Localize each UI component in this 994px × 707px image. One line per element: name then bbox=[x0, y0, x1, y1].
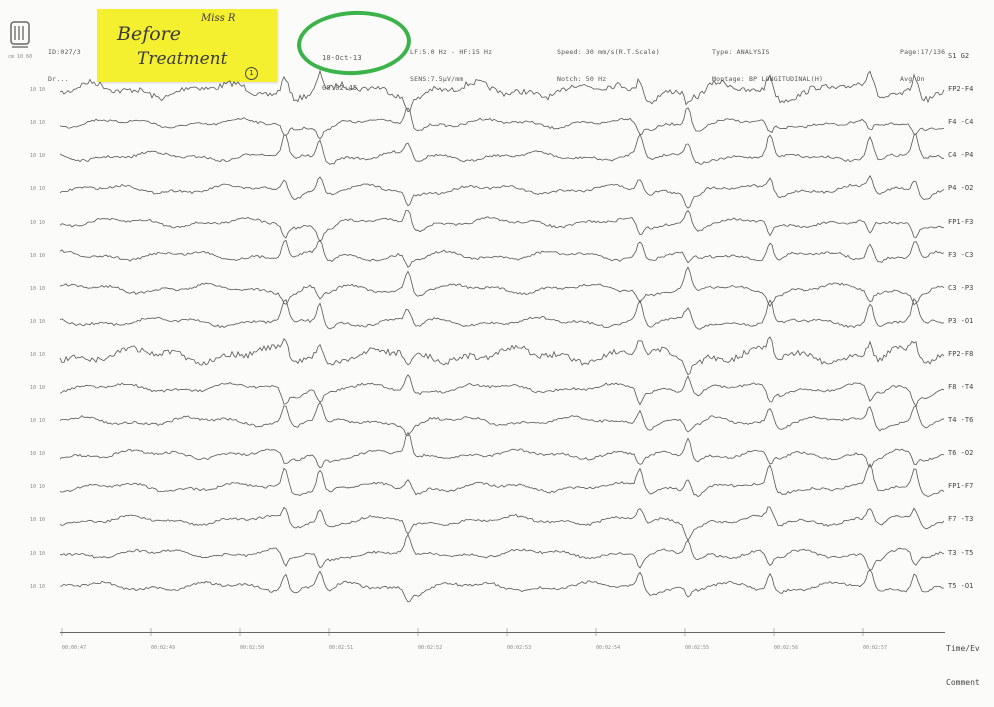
average-reference: Avg On bbox=[900, 75, 925, 83]
channel-label: F3 -C3 bbox=[948, 250, 974, 259]
channel-scale: 10 10 bbox=[30, 153, 46, 160]
notch-filter: Notch: 50 Hz bbox=[557, 75, 607, 83]
montage: Montage: BP LONGITUDINAL(H) bbox=[712, 75, 824, 83]
channel-scale: 10 10 bbox=[30, 318, 46, 325]
channel-scale: 10 10 bbox=[30, 87, 46, 94]
channel-label: P4 -O2 bbox=[948, 184, 974, 193]
time-mark: 00:02:55 bbox=[685, 645, 710, 651]
recording-time: 00:02:45 bbox=[322, 84, 358, 92]
channel-label: F8 -T4 bbox=[948, 383, 974, 391]
channel-label: FP2-F4 bbox=[948, 85, 974, 94]
channel-label: C4 -P4 bbox=[948, 151, 974, 160]
eeg-trace bbox=[59, 463, 945, 498]
eeg-trace bbox=[59, 239, 945, 268]
paper-speed: Speed: 30 mm/s(R.T.Scale) bbox=[557, 48, 660, 56]
eeg-trace bbox=[59, 506, 945, 542]
channel-label: T4 -T6 bbox=[948, 416, 974, 425]
channel-label: T3 -T5 bbox=[948, 548, 974, 557]
eeg-trace bbox=[59, 297, 945, 330]
channel-label: T6 -O2 bbox=[948, 449, 974, 458]
channel-scale: 10 10 bbox=[30, 219, 46, 226]
eeg-trace bbox=[59, 374, 945, 408]
time-mark: 00:02:50 bbox=[240, 645, 265, 651]
comment-label: Comment bbox=[946, 678, 980, 687]
speed-settings: Speed: 30 mm/s(R.T.Scale) Notch: 50 Hz bbox=[557, 30, 660, 93]
time-event-label: Time/Ev bbox=[946, 644, 980, 653]
time-mark: 00:00:47 bbox=[62, 645, 87, 651]
channel-scale: 10 10 bbox=[30, 285, 46, 292]
channel-scale: 10 10 bbox=[30, 517, 46, 524]
note-treatment-text: Treatment bbox=[137, 49, 228, 69]
channel-scale: 10 10 bbox=[30, 550, 46, 557]
channel-scale: 10 10 bbox=[30, 484, 46, 491]
channel-label: S1 G2 bbox=[948, 52, 970, 60]
channel-label: FP1-F3 bbox=[948, 217, 974, 226]
eeg-trace bbox=[59, 401, 945, 437]
filter-range: LF:5.0 Hz - HF:15 Hz bbox=[410, 48, 493, 56]
analysis-type: Type: ANALYSIS bbox=[712, 48, 770, 56]
time-mark: 00:02:53 bbox=[507, 645, 532, 651]
eeg-trace bbox=[59, 336, 945, 376]
note-before-text: Before bbox=[117, 23, 182, 45]
channel-scale: 10 10 bbox=[30, 186, 46, 193]
doctor-field: Dr... bbox=[48, 75, 69, 83]
recording-date: 10-Oct-13 bbox=[322, 54, 362, 62]
sticky-note: Before Miss R Treatment 1 bbox=[97, 9, 277, 82]
time-mark: 00:02:56 bbox=[774, 645, 799, 651]
channel-scale: 10 10 bbox=[30, 385, 46, 391]
eeg-trace bbox=[59, 431, 945, 469]
eeg-trace bbox=[59, 107, 945, 140]
channel-label: FP1-F7 bbox=[948, 482, 974, 491]
eeg-trace bbox=[59, 174, 945, 209]
eeg-trace bbox=[59, 69, 945, 113]
eeg-trace bbox=[59, 133, 944, 165]
clinic-logo bbox=[10, 21, 30, 48]
channel-label: F7 -T3 bbox=[948, 515, 974, 524]
patient-id-block: ID:027/3 Dr... bbox=[48, 30, 81, 93]
eeg-trace bbox=[59, 534, 945, 571]
time-mark: 00:02:49 bbox=[151, 645, 176, 651]
note-patient-name: Miss R bbox=[201, 13, 236, 24]
channel-label: T5 -O1 bbox=[948, 581, 974, 590]
channel-label: C3 -P3 bbox=[948, 283, 974, 292]
channel-scale: 10 10 bbox=[30, 418, 46, 425]
eeg-trace bbox=[59, 569, 945, 603]
channel-scale: 10 10 bbox=[30, 351, 46, 358]
time-mark: 00:02:57 bbox=[863, 645, 888, 651]
channel-scale: cm 10 60 bbox=[8, 54, 33, 60]
eeg-trace bbox=[59, 209, 945, 243]
time-mark: 00:02:54 bbox=[596, 645, 621, 651]
page-number: Page:17/136 bbox=[900, 48, 946, 56]
eeg-trace bbox=[59, 266, 945, 308]
time-axis bbox=[60, 632, 945, 633]
page-info: Page:17/136 Avg On bbox=[900, 30, 945, 93]
channel-label: P3 -O1 bbox=[948, 316, 974, 325]
channel-label: FP2-F8 bbox=[948, 349, 974, 358]
patient-id: ID:027/3 bbox=[48, 48, 81, 56]
sensitivity: SENS:7.5µV/mm bbox=[410, 75, 464, 83]
time-mark: 00:02:51 bbox=[329, 645, 354, 651]
channel-label: F4 -C4 bbox=[948, 118, 974, 127]
channel-scale: 10 10 bbox=[30, 252, 46, 259]
note-number-badge: 1 bbox=[245, 67, 258, 80]
channel-scale: 10 10 bbox=[30, 583, 46, 590]
time-mark: 00:02:52 bbox=[418, 645, 443, 651]
channel-scale: 10 10 bbox=[30, 120, 46, 127]
filter-settings: LF:5.0 Hz - HF:15 Hz SENS:7.5µV/mm bbox=[410, 30, 492, 93]
channel-scale: 10 10 bbox=[30, 451, 46, 458]
montage-settings: Type: ANALYSIS Montage: BP LONGITUDINAL(… bbox=[712, 30, 823, 93]
recording-datetime: 10-Oct-13 00:02:45 bbox=[322, 33, 362, 103]
